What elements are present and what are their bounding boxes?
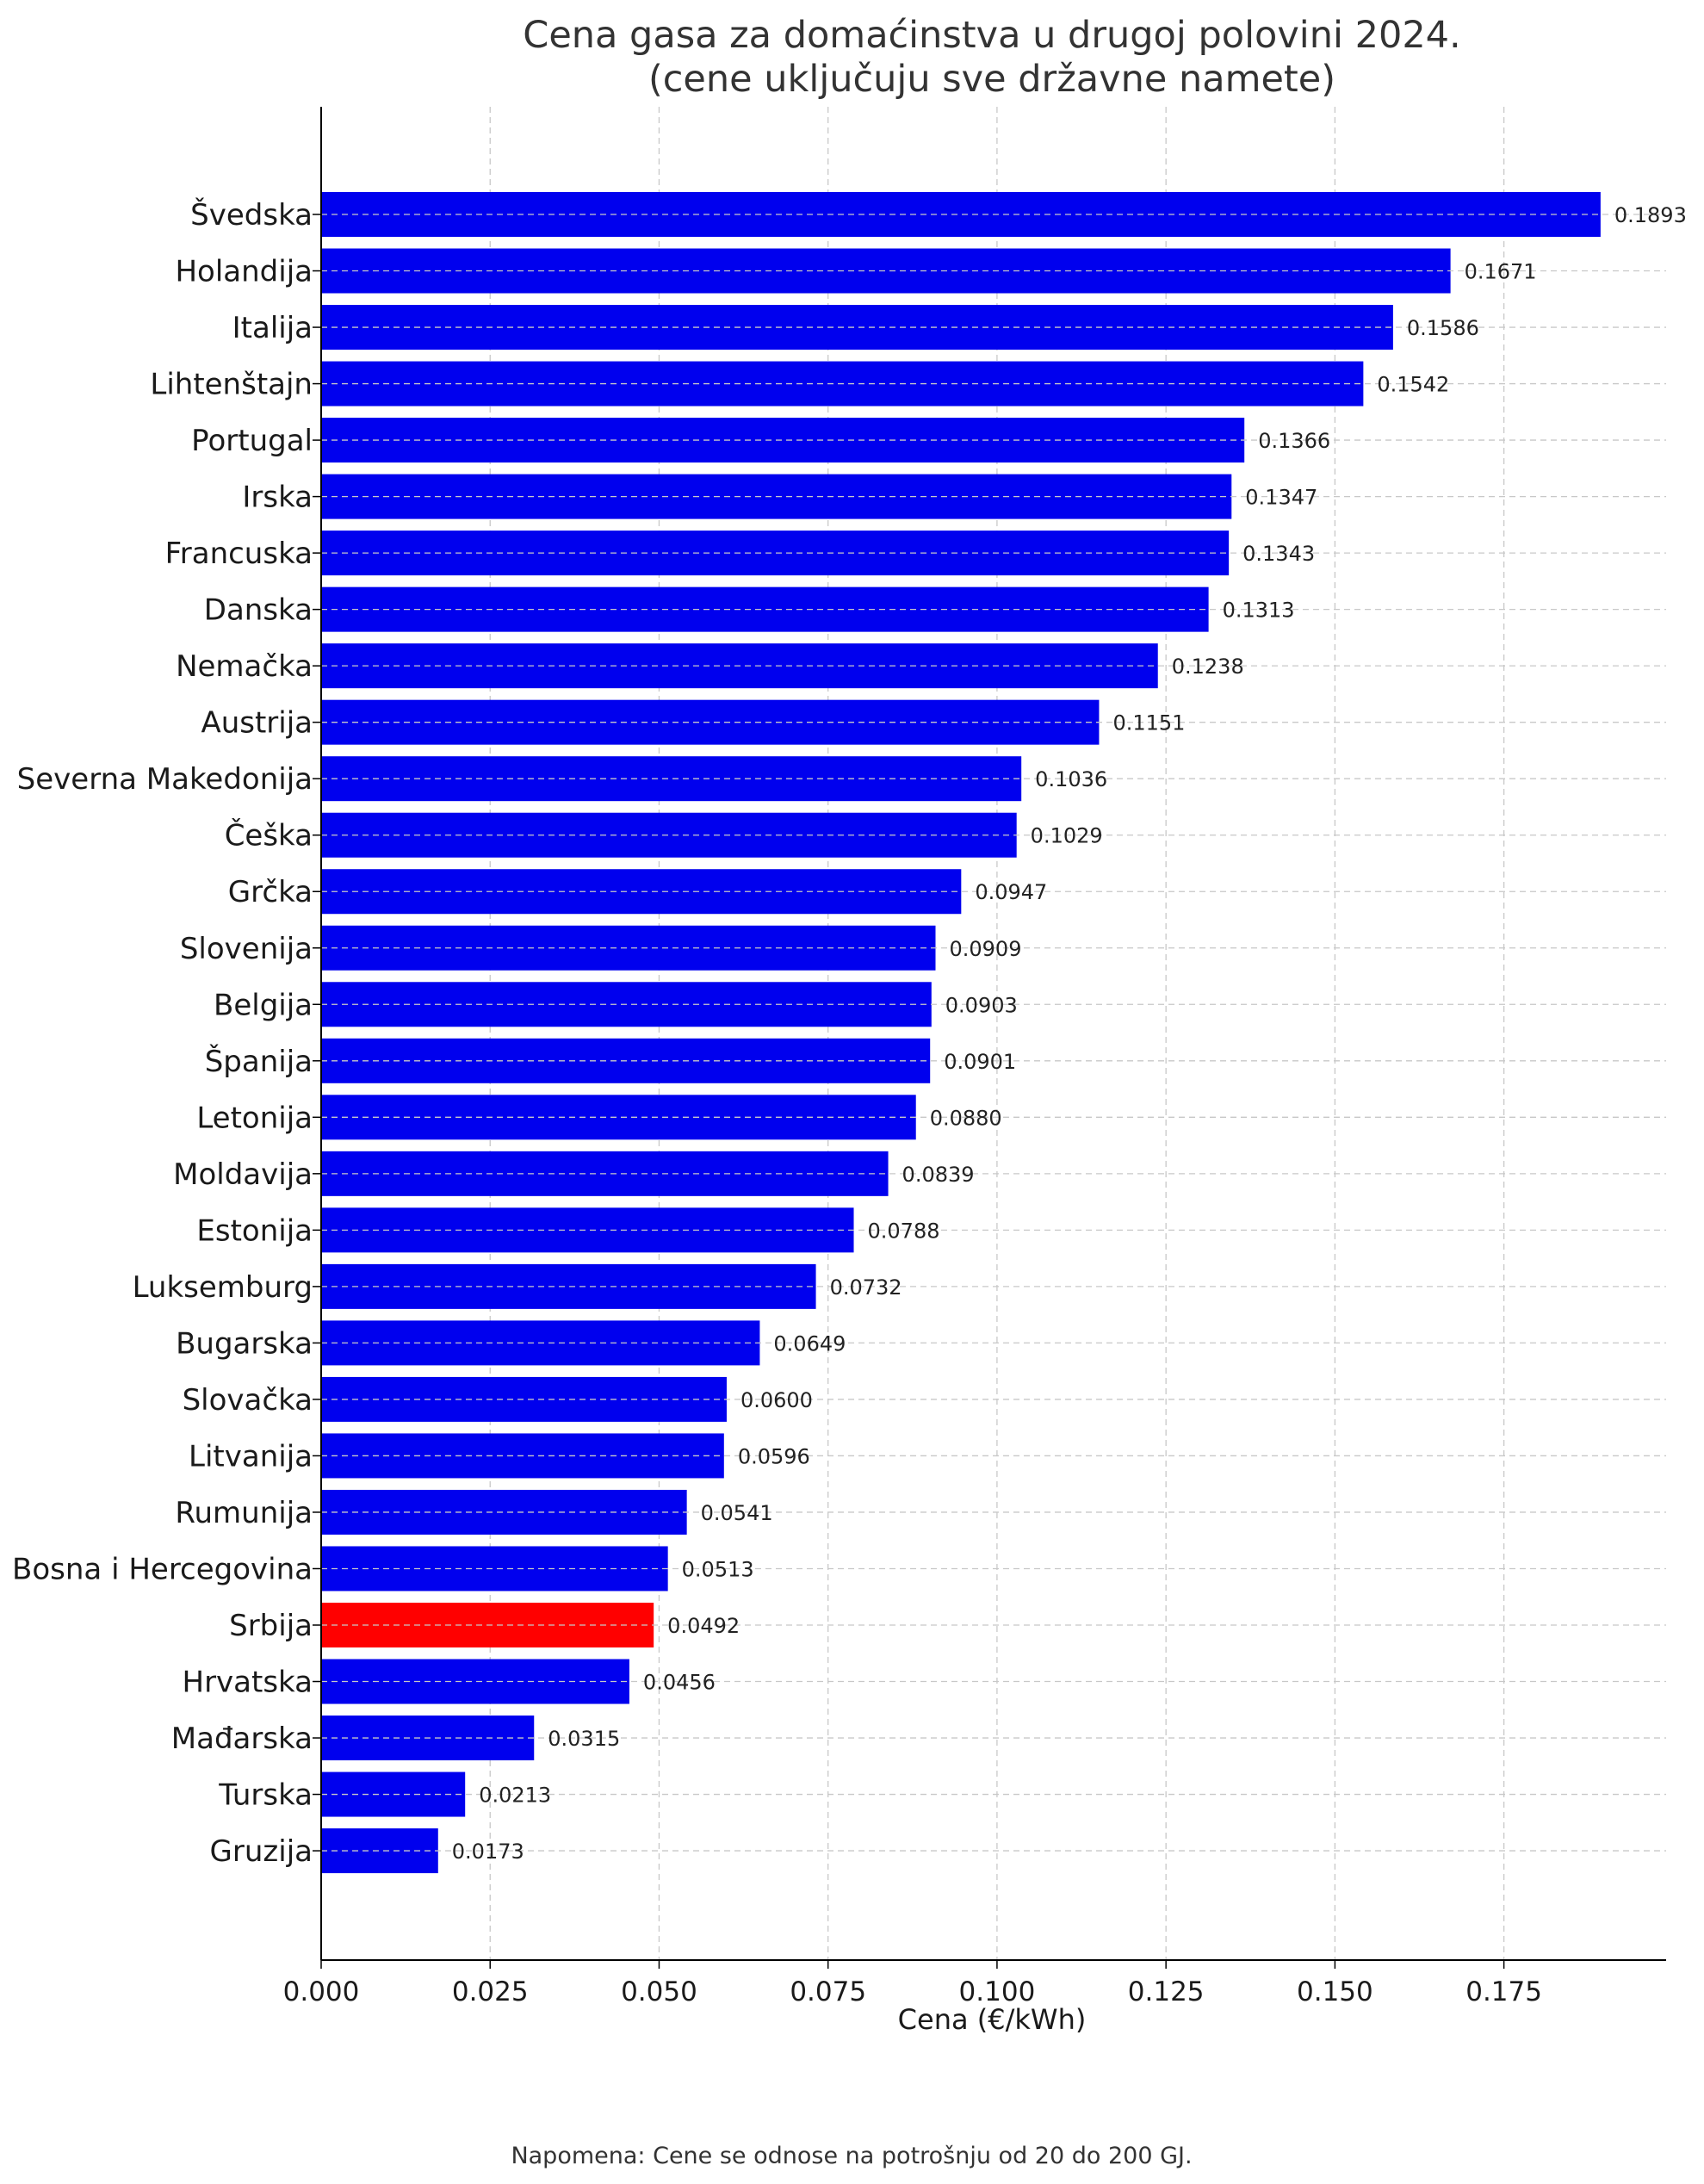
category-label: Grčka [228, 875, 313, 909]
category-label: Litvanija [189, 1439, 313, 1474]
value-label: 0.1151 [1112, 711, 1185, 735]
x-tick-label: 0.050 [621, 1976, 697, 2007]
category-label: Irska [242, 481, 313, 515]
category-label: Rumunija [175, 1496, 313, 1530]
category-label: Bosna i Hercegovina [12, 1552, 313, 1586]
category-label: Lihtenštajn [150, 368, 313, 402]
category-label: Srbija [229, 1609, 313, 1643]
category-label: Španija [205, 1044, 313, 1079]
value-label: 0.1542 [1377, 373, 1449, 397]
x-tick-label: 0.000 [283, 1976, 360, 2007]
category-label: Švedska [190, 197, 313, 233]
value-label: 0.1029 [1031, 824, 1103, 848]
category-label: Belgija [214, 988, 313, 1022]
value-label: 0.0492 [667, 1614, 740, 1638]
value-label: 0.0456 [643, 1671, 716, 1695]
value-label: 0.1671 [1465, 260, 1537, 284]
chart-title-line1: Cena gasa za domaćinstva u drugoj polovi… [523, 14, 1460, 57]
value-label: 0.1343 [1242, 542, 1315, 566]
value-label: 0.0839 [902, 1163, 975, 1187]
value-label: 0.0947 [975, 880, 1047, 904]
value-label: 0.1347 [1245, 486, 1317, 510]
value-label: 0.0596 [738, 1444, 810, 1468]
category-label: Mađarska [171, 1722, 313, 1756]
value-label: 0.1893 [1614, 203, 1687, 227]
bar [321, 1207, 854, 1253]
x-tick-label: 0.150 [1297, 1976, 1373, 2007]
category-label: Francuska [165, 537, 313, 571]
category-label: Luksemburg [133, 1270, 313, 1305]
footnote: Napomena: Cene se odnose na potrošnju od… [511, 2143, 1192, 2169]
value-label: 0.0649 [773, 1331, 846, 1356]
x-tick-label: 0.175 [1465, 1976, 1542, 2007]
value-label: 0.1313 [1223, 599, 1295, 623]
category-label: Austrija [201, 706, 313, 741]
x-tick-label: 0.025 [452, 1976, 529, 2007]
category-label: Portugal [191, 424, 313, 458]
value-label: 0.0909 [949, 937, 1021, 961]
value-label: 0.1238 [1172, 655, 1244, 679]
x-tick-label: 0.125 [1128, 1976, 1205, 2007]
bar [321, 1546, 668, 1591]
category-label: Slovačka [183, 1383, 313, 1418]
x-tick-label: 0.100 [959, 1976, 1036, 2007]
x-tick-label: 0.075 [790, 1976, 866, 2007]
category-label: Letonija [196, 1101, 313, 1135]
value-label: 0.1036 [1035, 767, 1107, 791]
value-label: 0.0732 [830, 1275, 902, 1300]
value-label: 0.1586 [1407, 316, 1479, 340]
bar [321, 1095, 916, 1140]
chart-title-line2: (cene uključuju sve državne namete) [648, 58, 1335, 101]
category-label: Holandija [175, 255, 313, 289]
value-label: 0.0903 [945, 993, 1018, 1017]
category-label: Slovenija [180, 932, 313, 966]
category-label: Gruzija [210, 1834, 313, 1869]
category-label: Češka [225, 818, 313, 853]
bar [321, 1263, 816, 1309]
x-axis-label: Cena (€/kWh) [898, 2003, 1087, 2036]
value-label: 0.0901 [944, 1050, 1016, 1074]
bar [321, 1659, 629, 1704]
value-label: 0.0213 [479, 1784, 551, 1808]
category-label: Bugarska [176, 1326, 313, 1361]
value-label: 0.1366 [1258, 429, 1330, 453]
value-label: 0.0788 [868, 1219, 940, 1243]
axes [313, 107, 1666, 1969]
horizontal-grid-lines [321, 214, 1666, 1852]
category-label: Hrvatska [183, 1666, 313, 1700]
category-label: Severna Makedonija [17, 762, 313, 797]
category-label: Turska [218, 1778, 313, 1813]
category-label: Moldavija [173, 1157, 313, 1192]
category-label: Estonija [196, 1213, 313, 1248]
value-label: 0.0315 [548, 1727, 620, 1751]
category-label: Italija [232, 311, 313, 345]
bars [321, 192, 1601, 1874]
value-label: 0.0600 [740, 1388, 813, 1412]
category-label: Nemačka [176, 649, 313, 684]
bar [321, 1828, 438, 1874]
grid-lines [489, 107, 1505, 1960]
category-label: Danska [204, 593, 313, 628]
labels: 0.000 0.025 0.050 0.075 0.100 0.125 0.150 0.175… [12, 197, 1687, 2007]
value-label: 0.0880 [930, 1106, 1002, 1130]
value-label: 0.0173 [452, 1840, 524, 1864]
value-label: 0.0513 [682, 1557, 754, 1581]
value-label: 0.0541 [701, 1501, 773, 1525]
